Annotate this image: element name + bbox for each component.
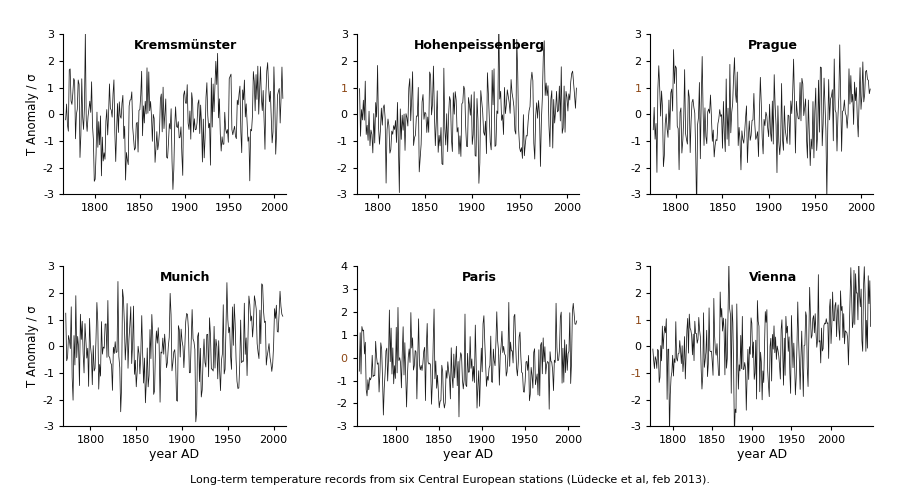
Text: Munich: Munich — [160, 271, 211, 284]
Text: Prague: Prague — [748, 39, 798, 52]
Text: Kremsmünster: Kremsmünster — [134, 39, 237, 52]
Text: Paris: Paris — [462, 271, 497, 284]
Text: Long-term temperature records from six Central European stations (Lüdecke et al,: Long-term temperature records from six C… — [190, 475, 710, 485]
Y-axis label: T Anomaly / σ: T Anomaly / σ — [26, 74, 39, 155]
X-axis label: year AD: year AD — [149, 448, 199, 461]
Y-axis label: T Anomaly / σ: T Anomaly / σ — [26, 305, 39, 387]
Text: Vienna: Vienna — [749, 271, 797, 284]
X-axis label: year AD: year AD — [737, 448, 787, 461]
X-axis label: year AD: year AD — [443, 448, 493, 461]
Text: Hohenpeissenberg: Hohenpeissenberg — [414, 39, 544, 52]
